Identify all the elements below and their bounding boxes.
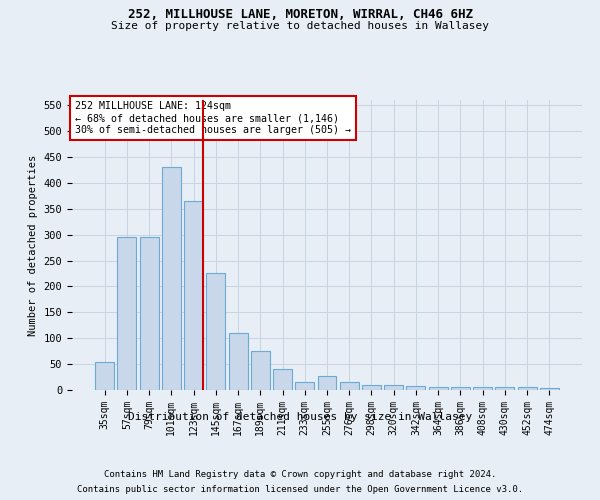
Text: Size of property relative to detached houses in Wallasey: Size of property relative to detached ho… xyxy=(111,21,489,31)
Bar xyxy=(473,388,492,390)
Bar xyxy=(95,362,114,390)
Bar xyxy=(317,376,337,390)
Text: 252 MILLHOUSE LANE: 124sqm
← 68% of detached houses are smaller (1,146)
30% of s: 252 MILLHOUSE LANE: 124sqm ← 68% of deta… xyxy=(74,102,350,134)
Bar xyxy=(140,237,158,390)
Bar xyxy=(295,382,314,390)
Bar xyxy=(251,351,270,390)
Bar xyxy=(273,370,292,390)
Bar xyxy=(518,388,536,390)
Text: Contains HM Land Registry data © Crown copyright and database right 2024.: Contains HM Land Registry data © Crown c… xyxy=(104,470,496,479)
Bar xyxy=(362,385,381,390)
Bar xyxy=(162,168,181,390)
Bar xyxy=(451,388,470,390)
Y-axis label: Number of detached properties: Number of detached properties xyxy=(28,154,38,336)
Text: Contains public sector information licensed under the Open Government Licence v3: Contains public sector information licen… xyxy=(77,485,523,494)
Bar xyxy=(429,388,448,390)
Bar xyxy=(229,333,248,390)
Bar xyxy=(184,201,203,390)
Bar xyxy=(496,388,514,390)
Bar xyxy=(406,386,425,390)
Bar xyxy=(118,237,136,390)
Bar xyxy=(206,274,225,390)
Bar xyxy=(540,388,559,390)
Bar xyxy=(340,382,359,390)
Text: 252, MILLHOUSE LANE, MORETON, WIRRAL, CH46 6HZ: 252, MILLHOUSE LANE, MORETON, WIRRAL, CH… xyxy=(128,8,473,20)
Text: Distribution of detached houses by size in Wallasey: Distribution of detached houses by size … xyxy=(128,412,472,422)
Bar xyxy=(384,385,403,390)
